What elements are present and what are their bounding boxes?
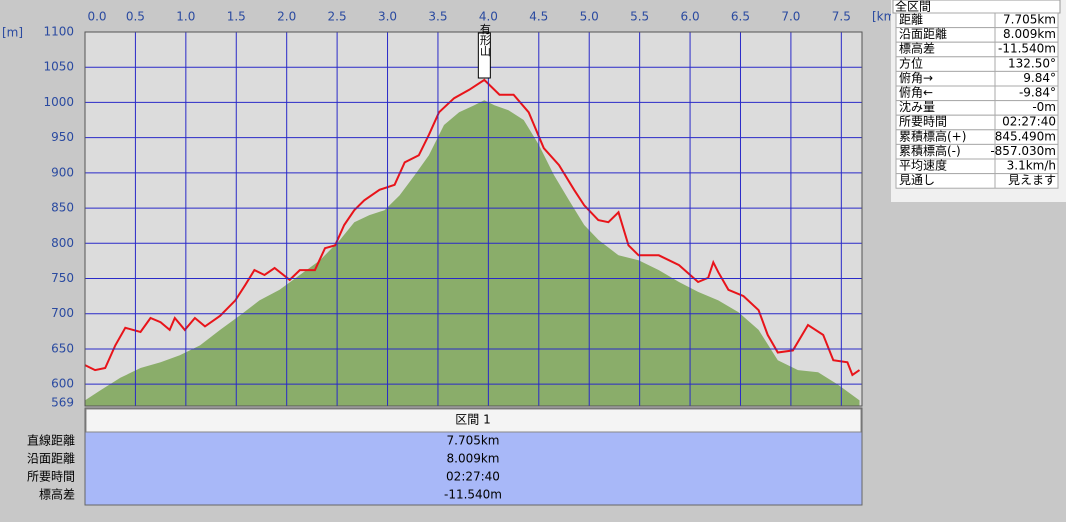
- y-tick-label: 800: [51, 236, 74, 250]
- summary-value: 7.705km: [1003, 13, 1056, 27]
- summary-value: -857.030m: [990, 144, 1056, 158]
- summary-label: 累積標高(-): [899, 143, 961, 158]
- y-tick-label: 1100: [43, 25, 74, 39]
- y-tick-label: 650: [51, 341, 74, 355]
- section-value: 02:27:40: [446, 470, 500, 484]
- x-tick-label: 4.5: [529, 10, 548, 24]
- summary-row: [895, 173, 1059, 189]
- summary-value: -0m: [1032, 100, 1056, 114]
- summary-label: 所要時間: [899, 115, 947, 129]
- summary-value: -9.84°: [1019, 86, 1056, 100]
- section-header[interactable]: [85, 408, 862, 433]
- y-tick-label: 600: [51, 377, 74, 391]
- x-tick-label: 6.5: [731, 10, 750, 24]
- y-tick-label: 950: [51, 130, 74, 144]
- x-tick-label: 7.5: [832, 10, 851, 24]
- x-tick-label: 1.0: [176, 10, 195, 24]
- x-tick-label: 7.0: [781, 10, 800, 24]
- summary-label: 俯角→: [899, 70, 933, 85]
- summary-value: 132.50°: [1008, 56, 1056, 70]
- summary-label: 沈み量: [899, 99, 935, 114]
- summary-value: -11.540m: [998, 42, 1056, 56]
- section-label: 直線距離: [27, 433, 75, 448]
- summary-value: 845.490m: [995, 129, 1056, 143]
- y-tick-label: 1050: [43, 60, 74, 74]
- x-tick-label: 1.5: [227, 10, 246, 24]
- summary-value: 3.1km/h: [1007, 159, 1056, 173]
- x-tick-label: 3.5: [428, 10, 447, 24]
- x-tick-label: 4.0: [479, 10, 498, 24]
- summary-value: 8.009km: [1003, 27, 1056, 41]
- route-line: [84, 78, 861, 377]
- y-tick-label: 569: [51, 396, 74, 410]
- x-tick-label: 6.0: [681, 10, 700, 24]
- summary-label: 俯角←: [899, 85, 933, 100]
- section-value: 7.705km: [447, 434, 500, 448]
- x-tick-label: 2.5: [328, 10, 347, 24]
- section-title: 区間 1: [455, 413, 490, 427]
- summary-label: 方位: [899, 55, 923, 70]
- summary-label: 見通し: [899, 173, 935, 187]
- y-unit: [m]: [2, 26, 23, 40]
- x-tick-label: 2.0: [277, 10, 296, 24]
- summary-value: 9.84°: [1023, 71, 1056, 85]
- y-tick-label: 750: [51, 271, 74, 285]
- section-label: 標高差: [39, 487, 75, 502]
- section-value: -11.540m: [444, 488, 502, 502]
- x-tick-label: 5.5: [630, 10, 649, 24]
- y-tick-label: 1000: [43, 95, 74, 109]
- summary-value: 見えます: [1008, 173, 1056, 187]
- x-tick-label: 0.0: [87, 10, 106, 24]
- summary-label: 累積標高(+): [899, 128, 966, 143]
- y-tick-label: 700: [51, 306, 74, 320]
- peak-annotation: 有形山: [478, 22, 491, 56]
- plot-border: [84, 31, 863, 407]
- y-tick-label: 900: [51, 165, 74, 179]
- x-tick-label: 5.0: [580, 10, 599, 24]
- y-tick-label: 850: [51, 201, 74, 215]
- terrain-area: [85, 100, 860, 407]
- summary-label: 沿面距離: [899, 27, 947, 41]
- summary-label: 距離: [899, 13, 923, 27]
- section-label: 所要時間: [27, 470, 75, 484]
- x-tick-label: 0.5: [126, 10, 145, 24]
- section-label: 沿面距離: [27, 452, 75, 466]
- x-tick-label: 3.0: [378, 10, 397, 24]
- summary-value: 02:27:40: [1002, 115, 1056, 129]
- section-value: 8.009km: [447, 452, 500, 466]
- summary-title: 全区間: [895, 0, 931, 14]
- summary-label: 標高差: [899, 41, 935, 56]
- annotation-box: [477, 32, 491, 79]
- summary-label: 平均速度: [899, 158, 947, 173]
